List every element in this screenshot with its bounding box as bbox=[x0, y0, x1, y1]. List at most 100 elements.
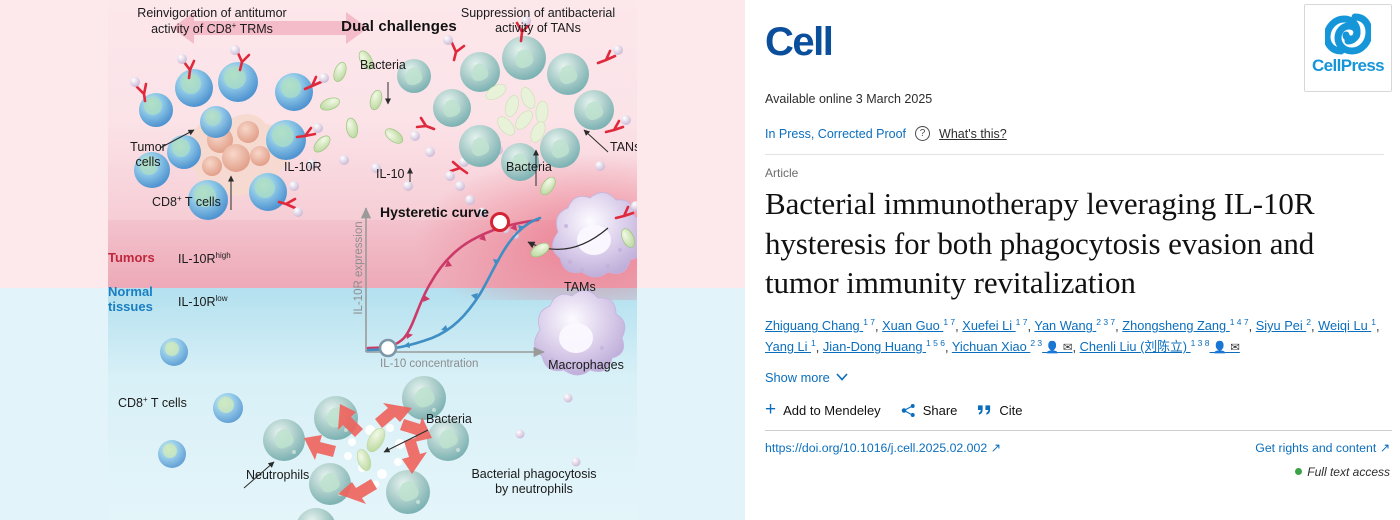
hysteresis-chart bbox=[360, 207, 545, 358]
author-name[interactable]: Jian-Dong Huang 1 5 6 bbox=[823, 338, 945, 354]
neutrophil-phagocytosis-group bbox=[243, 376, 581, 520]
author-label: Yan Wang bbox=[1034, 318, 1097, 334]
proof-status-row: In Press, Corrected Proof ? What's this? bbox=[765, 126, 1400, 141]
rights-link[interactable]: Get rights and content ↗ bbox=[1255, 440, 1390, 455]
author-name[interactable]: Xuan Guo 1 7 bbox=[882, 317, 955, 334]
divider-top bbox=[765, 154, 1384, 155]
macrophage-cell bbox=[534, 290, 626, 376]
cellpress-logo[interactable]: CellPress bbox=[1304, 4, 1392, 92]
cd8-t-cells-top-label: CD8+ T cells bbox=[152, 194, 221, 210]
proof-status-link[interactable]: In Press, Corrected Proof bbox=[765, 126, 907, 141]
author-name[interactable]: Zhiguang Chang 1 7 bbox=[765, 317, 876, 334]
share-button[interactable]: Share bbox=[901, 402, 958, 418]
external-link-icon: ↗ bbox=[1379, 440, 1390, 455]
suppression-line1: Suppression of antibacterial bbox=[460, 6, 616, 20]
cite-label: Cite bbox=[999, 402, 1023, 418]
cd8-t-cells-bottom-label: CD8+ T cells bbox=[118, 395, 187, 411]
suppression-line2: activity of TANs bbox=[495, 21, 581, 36]
suppression-label: Suppression of antibacterial activity of… bbox=[426, 6, 637, 37]
cellpress-mark-icon bbox=[1325, 13, 1371, 55]
author-label: Chenli Liu (刘陈立) bbox=[1079, 339, 1191, 355]
author-name[interactable]: Chenli Liu (刘陈立) 1 3 8 👤 ✉ bbox=[1079, 338, 1240, 355]
cd8-tumor-cluster bbox=[130, 45, 329, 220]
author-name[interactable]: Siyu Pei 2 bbox=[1255, 317, 1311, 334]
author-separator: , bbox=[1375, 318, 1380, 334]
author-separator: , bbox=[1248, 318, 1256, 334]
author-label: Xuan Guo bbox=[882, 318, 944, 334]
low-state-node bbox=[378, 338, 398, 358]
tans-label: TANs bbox=[610, 140, 637, 154]
author-profile-icon[interactable]: 👤 bbox=[1042, 342, 1060, 355]
journal-logo[interactable]: Cell bbox=[765, 20, 834, 64]
author-affiliation: 2 3 7 bbox=[1096, 317, 1116, 328]
tans-cluster bbox=[397, 16, 631, 186]
author-email-icon[interactable]: ✉ bbox=[1059, 342, 1073, 355]
tams-label: TAMs bbox=[564, 280, 596, 294]
author-name[interactable]: Yichuan Xiao 2 3 👤 ✉ bbox=[951, 338, 1073, 355]
whats-this-link[interactable]: What's this? bbox=[939, 126, 1007, 141]
author-name[interactable]: Weiqi Lu 1 bbox=[1318, 317, 1376, 333]
macrophages-label: Macrophages bbox=[548, 358, 624, 372]
author-affiliation: 1 7 bbox=[1015, 317, 1028, 328]
add-to-mendeley-label: Add to Mendeley bbox=[783, 402, 881, 418]
normal-band-value: IL-10Rlow bbox=[178, 294, 228, 310]
figure-artwork bbox=[130, 12, 637, 520]
bacteria-top-label: Bacteria bbox=[360, 58, 406, 72]
author-name[interactable]: Zhongsheng Zang 1 4 7 bbox=[1122, 317, 1248, 334]
graphical-abstract-panel: Dual challenges Reinvigoration of antitu… bbox=[0, 0, 745, 520]
author-affiliation: 1 3 8 bbox=[1190, 338, 1210, 348]
access-status: Full text access bbox=[765, 465, 1400, 479]
cite-button[interactable]: Cite bbox=[977, 402, 1023, 418]
page-title: Bacterial immunotherapy leveraging IL-10… bbox=[765, 186, 1315, 301]
author-name[interactable]: Yan Wang 2 3 7 bbox=[1034, 317, 1116, 334]
curve-upward bbox=[366, 218, 540, 350]
author-label: Xuefei Li bbox=[962, 318, 1016, 334]
divider-bottom bbox=[765, 429, 1392, 431]
share-label: Share bbox=[922, 402, 958, 418]
chart-title: Hysteretic curve bbox=[380, 204, 489, 220]
author-name[interactable]: Yang Li 1 bbox=[765, 338, 816, 355]
share-icon bbox=[901, 404, 915, 417]
author-separator: , bbox=[1115, 318, 1123, 334]
author-affiliation: 2 3 bbox=[1030, 338, 1043, 348]
available-online: Available online 3 March 2025 bbox=[765, 92, 933, 106]
author-separator: , bbox=[944, 339, 952, 355]
cellpress-wordmark: CellPress bbox=[1311, 56, 1385, 75]
dual-challenges-banner: Dual challenges bbox=[280, 6, 518, 50]
hysteresis-chart-labels: Hysteretic curve IL-10R expression IL-10… bbox=[348, 200, 563, 385]
author-separator: , bbox=[875, 318, 883, 334]
help-icon[interactable]: ? bbox=[915, 126, 931, 141]
author-name[interactable]: Xuefei Li 1 7 bbox=[962, 317, 1028, 334]
author-affiliation: 1 7 bbox=[863, 317, 876, 328]
author-separator: , bbox=[955, 318, 963, 334]
tumors-band-value: IL-10Rhigh bbox=[178, 251, 231, 267]
reinvigoration-line1: Reinvigoration of antitumor bbox=[137, 6, 287, 20]
tams-cell bbox=[455, 176, 637, 278]
author-affiliation: 2 bbox=[1306, 317, 1311, 328]
bacteria-right-label: Bacteria bbox=[506, 160, 552, 174]
show-more-button[interactable]: Show more bbox=[765, 370, 848, 385]
doi-row: https://doi.org/10.1016/j.cell.2025.02.0… bbox=[765, 441, 1400, 455]
plus-icon: + bbox=[765, 399, 777, 421]
access-dot-icon bbox=[1295, 467, 1303, 475]
neutrophils-label: Neutrophils bbox=[246, 468, 310, 482]
author-profile-icon[interactable]: 👤 bbox=[1209, 342, 1227, 355]
author-email-icon[interactable]: ✉ bbox=[1227, 342, 1240, 355]
chart-ylabel: IL-10R expression bbox=[353, 221, 365, 315]
chart-xlabel: IL-10 concentration bbox=[380, 358, 479, 370]
add-to-mendeley-button[interactable]: + Add to Mendeley bbox=[765, 399, 881, 421]
author-label: Yichuan Xiao bbox=[951, 339, 1031, 355]
author-label: Siyu Pei bbox=[1255, 318, 1307, 334]
author-label: Zhongsheng Zang bbox=[1122, 318, 1230, 334]
doi-link[interactable]: https://doi.org/10.1016/j.cell.2025.02.0… bbox=[765, 440, 1001, 455]
author-affiliation: 1 bbox=[1371, 317, 1376, 328]
author-list: Zhiguang Chang 1 7, Xuan Guo 1 7, Xuefei… bbox=[765, 316, 1400, 358]
author-label: Yang Li bbox=[765, 339, 812, 355]
author-affiliation: 1 bbox=[811, 338, 816, 348]
cd8-normal-tissue-group bbox=[158, 338, 243, 468]
tumor-cells-label: Tumor cells bbox=[130, 140, 166, 170]
author-label: Zhiguang Chang bbox=[765, 318, 864, 334]
show-more-label: Show more bbox=[765, 369, 830, 385]
curve-downward-arrowheads bbox=[403, 225, 525, 348]
